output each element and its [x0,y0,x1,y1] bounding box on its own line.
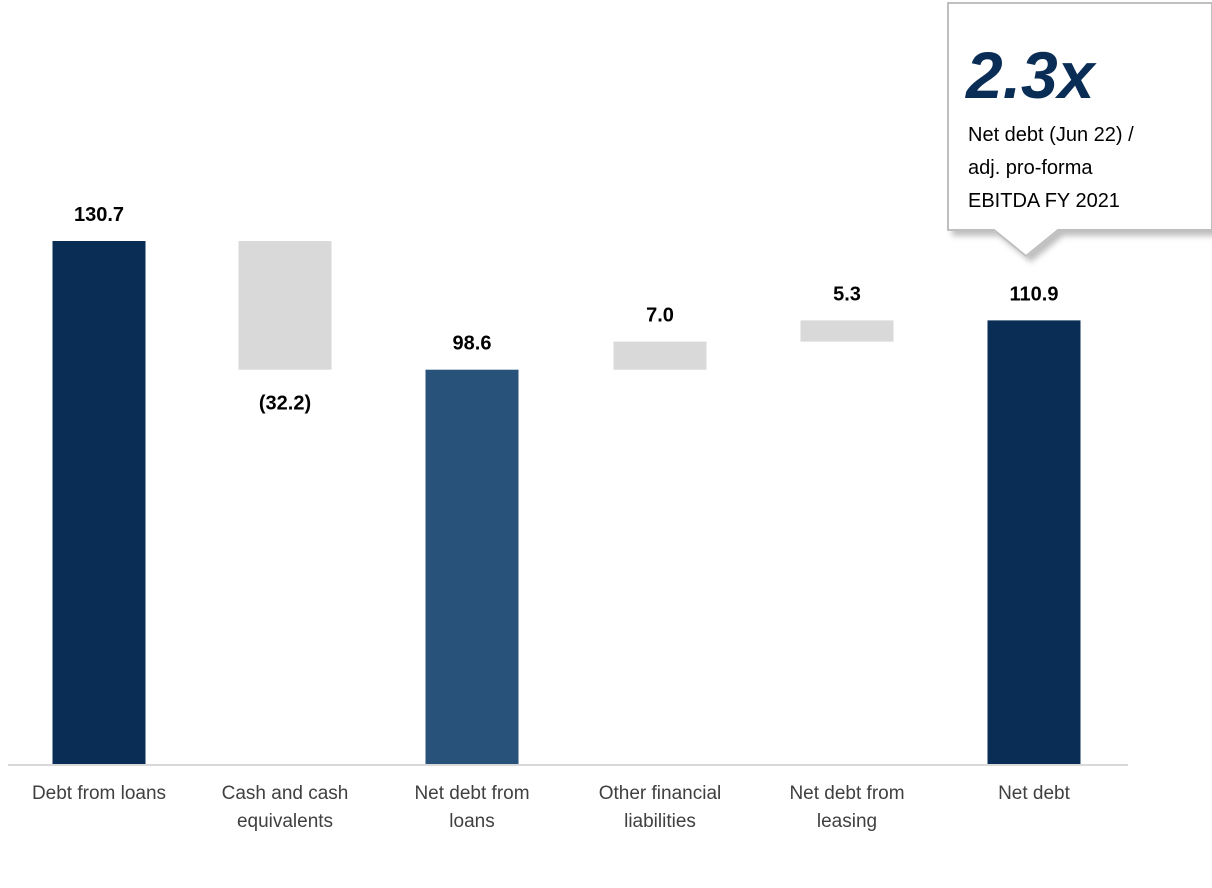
ratio-callout: 2.3x Net debt (Jun 22) / adj. pro-forma … [947,2,1212,258]
callout-ratio-value: 2.3x [964,38,1097,112]
callout-line-1: Net debt (Jun 22) / [968,124,1134,146]
category-label-3-line-2: loans [449,811,494,832]
category-label-5-line-1: Net debt from [789,783,904,804]
category-label-4-line-2: liabilities [624,811,696,832]
callout-box [947,2,1212,258]
category-labels-layer: Debt from loans Cash and cash equivalents N… [32,783,1071,832]
value-label-5: 5.3 [833,283,861,305]
callout-line-2: adj. pro-forma [968,157,1093,179]
value-label-6: 110.9 [1010,283,1059,305]
value-labels-layer: 130.7 (32.2) 98.6 7.0 5.3 110.9 [74,204,1059,415]
bar-4 [613,341,707,370]
value-label-1: 130.7 [74,204,124,226]
bar-3 [425,369,519,765]
category-label-3-line-1: Net debt from [414,783,529,804]
category-label-1-line-1: Debt from loans [32,783,166,804]
value-label-3: 98.6 [453,333,492,355]
value-label-4: 7.0 [646,305,674,327]
bar-1 [52,241,146,765]
category-label-2-line-2: equivalents [237,811,333,832]
category-label-6-line-1: Net debt [998,783,1071,804]
category-label-2-line-1: Cash and cash [222,783,349,804]
bar-6 [987,320,1081,765]
bars-layer [52,241,1081,765]
bar-2 [238,241,332,370]
category-label-4-line-1: Other financial [599,783,722,804]
category-label-5-line-2: leasing [817,811,877,832]
callout-line-3: EBITDA FY 2021 [968,190,1120,212]
value-label-2: (32.2) [259,393,311,415]
bar-5 [800,320,894,342]
